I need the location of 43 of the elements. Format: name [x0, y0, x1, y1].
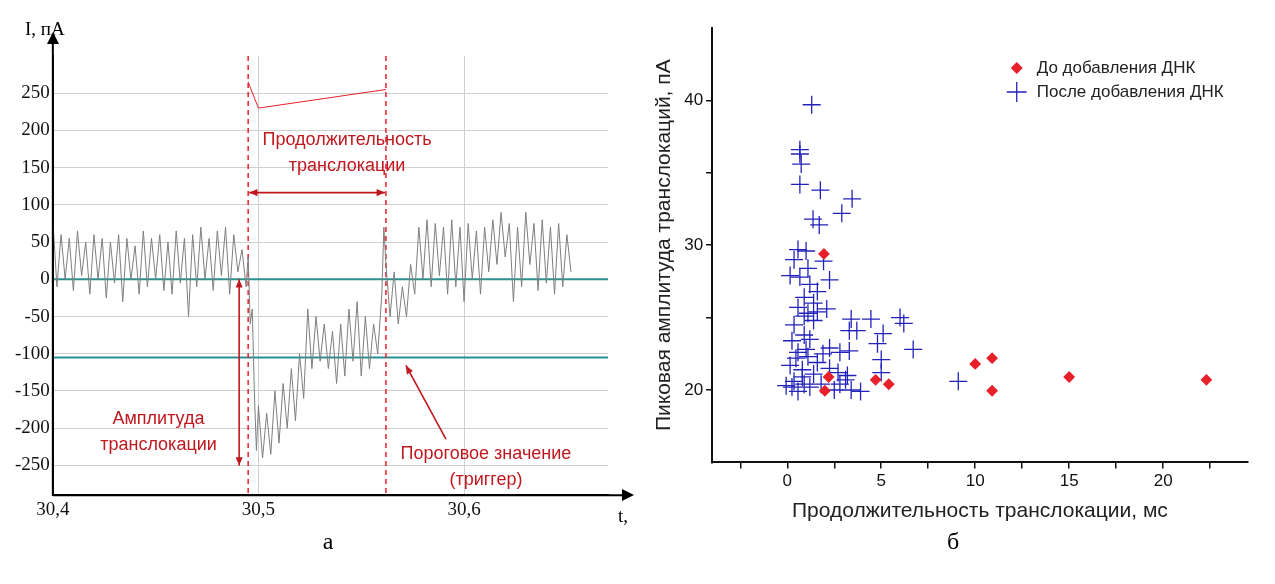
- x-tick-label: 10: [965, 471, 985, 491]
- y-tick-label: 150: [21, 155, 50, 177]
- y-tick-label: 40: [684, 90, 704, 110]
- annotation: Продолжительность транслокации: [262, 128, 432, 175]
- legend-label: До добавления ДНК: [1036, 57, 1196, 77]
- y-tick-label: 200: [21, 118, 50, 140]
- y-tick-label: -200: [15, 416, 50, 438]
- y-tick-label: -150: [15, 378, 50, 400]
- point: [1200, 374, 1213, 386]
- legend-label: После добавления ДНК: [1036, 81, 1224, 101]
- point: [986, 385, 998, 397]
- y-tick-label: -50: [24, 304, 50, 326]
- point: [819, 385, 831, 397]
- y-tick-label: 30: [684, 234, 704, 254]
- point: [818, 248, 830, 260]
- x-tick-label: 20: [1153, 471, 1173, 491]
- annotation: Амплитуда транслокации: [100, 408, 217, 455]
- text: а: [321, 528, 335, 555]
- x-tick-label: 30,6: [447, 497, 481, 519]
- x-axis-title: t,: [618, 504, 629, 526]
- x-tick-label: 30,5: [241, 497, 276, 519]
- y-tick-label: 250: [21, 81, 50, 103]
- point: [969, 358, 981, 370]
- y-axis-title: I, пА: [24, 18, 65, 40]
- x-tick-label: 0: [782, 471, 793, 491]
- x-tick-label: 5: [876, 471, 886, 491]
- y-tick-label: 100: [21, 192, 50, 214]
- point: [883, 378, 895, 390]
- x-tick-label: 15: [1059, 471, 1079, 491]
- y-axis-title: Пиковая амплитуда транслокаций, пА: [651, 59, 675, 432]
- y-tick-label: 50: [30, 230, 50, 252]
- point: [986, 352, 998, 364]
- y-tick-label: -250: [15, 453, 50, 475]
- point: [869, 374, 882, 386]
- point: [822, 371, 835, 383]
- y-tick-label: 20: [684, 379, 704, 399]
- y-tick-label: -100: [15, 341, 50, 363]
- text: б: [945, 528, 961, 555]
- annotation: Пороговое значение (триггер): [400, 443, 572, 490]
- x-tick-label: 30,4: [36, 497, 70, 519]
- y-tick-label: 0: [40, 267, 50, 289]
- point: [1063, 371, 1075, 383]
- x-axis-title: Продолжительность транслокации, мс: [791, 498, 1168, 522]
